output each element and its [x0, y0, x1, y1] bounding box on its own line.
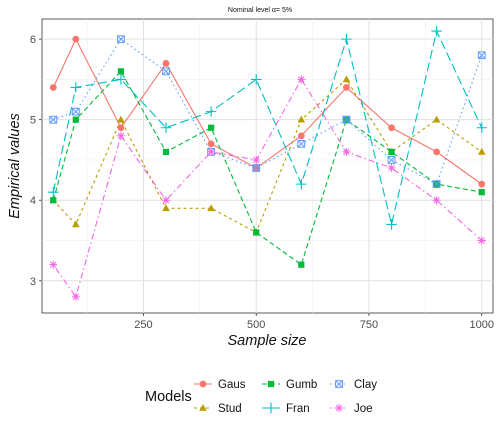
legend: Gaus Stud Gumb Fran Clay Joe	[194, 379, 377, 415]
data-point-fran	[476, 122, 487, 133]
data-point-gumb	[208, 124, 215, 131]
data-point-gaus	[297, 132, 305, 140]
legend-label: Joe	[354, 403, 373, 415]
legend-item-gaus: Gaus	[194, 379, 246, 391]
data-point-joe	[252, 155, 261, 164]
data-point-gaus	[49, 84, 57, 91]
data-point-clay	[49, 115, 58, 124]
data-point-gumb	[117, 68, 125, 75]
data-point-fran	[251, 74, 262, 85]
data-point-gaus	[207, 140, 215, 148]
data-point-joe	[207, 147, 216, 156]
data-point-stud	[162, 204, 170, 212]
series-joe	[49, 75, 486, 301]
legend-label: Gaus	[218, 379, 246, 391]
data-point-stud	[297, 115, 306, 123]
legend-item-gumb: Gumb	[262, 379, 317, 391]
data-point-gaus	[162, 59, 170, 67]
legend-key-marker	[199, 404, 207, 411]
data-point-joe	[297, 75, 306, 84]
data-point-fran	[48, 186, 59, 198]
x-tick-label: 750	[360, 319, 378, 331]
series-fran	[48, 25, 487, 230]
plot-panel	[41, 18, 494, 314]
data-point-joe	[49, 260, 58, 269]
data-point-stud	[477, 147, 486, 155]
x-axis-label: Sample size	[228, 333, 307, 349]
data-point-clay	[252, 164, 261, 172]
data-point-fran	[70, 82, 82, 93]
y-axis-label: Empirical values	[7, 113, 23, 219]
data-point-clay	[297, 139, 306, 148]
y-tick-label: 5	[30, 115, 36, 127]
data-point-stud	[207, 204, 215, 212]
legend-key-marker	[335, 404, 343, 412]
data-point-joe	[387, 164, 396, 173]
legend-label: Gumb	[286, 379, 317, 391]
data-point-gumb	[478, 189, 485, 196]
data-point-joe	[162, 196, 171, 205]
legend-key-marker	[267, 380, 275, 388]
data-point-gaus	[388, 124, 395, 132]
data-point-fran	[296, 178, 307, 190]
legend-label: Clay	[354, 379, 377, 391]
data-point-clay	[162, 67, 170, 76]
data-point-fran	[431, 25, 442, 37]
data-point-joe	[342, 147, 351, 156]
x-tick-label: 500	[247, 319, 265, 331]
data-point-gumb	[50, 197, 57, 204]
legend-item-joe: Joe	[330, 403, 373, 415]
data-point-fran	[341, 33, 352, 45]
data-point-stud	[342, 75, 351, 83]
data-point-fran	[386, 219, 397, 230]
data-point-fran	[115, 74, 127, 85]
chart-title: Nominal level α= 5%	[228, 7, 292, 14]
series-line-fran	[52, 29, 483, 225]
data-point-gumb	[253, 229, 260, 236]
data-point-gaus	[117, 124, 125, 132]
legend-key-marker	[335, 380, 343, 388]
legend-key-marker	[265, 402, 277, 414]
data-point-gumb	[162, 148, 170, 156]
axis-ticks: 3 4 5 6 250 500 750 1000	[30, 34, 494, 331]
legend-key-marker	[199, 380, 207, 388]
data-point-joe	[71, 292, 80, 301]
data-point-gumb	[298, 261, 305, 268]
y-tick-label: 4	[30, 195, 36, 207]
x-tick-label: 1000	[469, 319, 493, 331]
legend-title: Models	[145, 389, 192, 405]
data-point-joe	[477, 236, 486, 245]
series-line-gumb	[52, 70, 482, 266]
legend-label: Stud	[218, 403, 242, 415]
legend-label: Fran	[286, 403, 310, 415]
data-point-gaus	[433, 148, 441, 156]
y-tick-label: 3	[30, 276, 36, 288]
data-point-fran	[205, 106, 217, 117]
data-point-stud	[117, 115, 125, 123]
data-point-gumb	[388, 148, 395, 156]
data-point-clay	[387, 156, 396, 164]
data-point-clay	[432, 180, 441, 189]
legend-item-stud: Stud	[194, 403, 242, 415]
data-point-joe	[116, 131, 125, 140]
data-point-clay	[71, 107, 80, 116]
data-point-gumb	[72, 116, 79, 123]
data-point-joe	[432, 196, 441, 205]
data-point-gaus	[343, 84, 350, 91]
series-layer	[48, 25, 487, 301]
data-point-stud	[72, 220, 80, 228]
data-point-clay	[477, 51, 486, 60]
data-point-clay	[342, 115, 351, 124]
data-point-gaus	[72, 35, 80, 43]
data-point-gaus	[478, 180, 486, 188]
legend-item-clay: Clay	[330, 379, 377, 391]
data-point-fran	[160, 122, 172, 133]
data-point-clay	[117, 35, 125, 44]
legend-item-fran: Fran	[262, 402, 310, 415]
data-point-stud	[432, 115, 441, 123]
y-tick-label: 6	[30, 34, 36, 46]
x-tick-label: 250	[134, 319, 152, 331]
